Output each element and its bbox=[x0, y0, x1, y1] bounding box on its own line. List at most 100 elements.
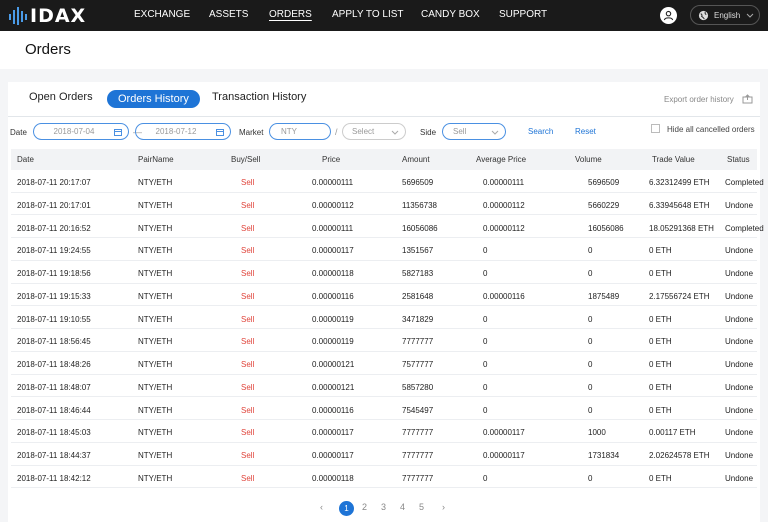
calendar-icon bbox=[216, 128, 224, 136]
side-label: Side bbox=[420, 128, 437, 137]
cell-date: 2018-07-11 18:44:37 bbox=[17, 451, 91, 460]
hide-cancelled-label: Hide all cancelled orders bbox=[667, 125, 755, 134]
cell-side: Sell bbox=[241, 337, 255, 347]
cell-trade-value: 0 ETH bbox=[649, 405, 672, 415]
cell-price: 0.00000111 bbox=[312, 178, 354, 187]
cell-date: 2018-07-11 19:24:55 bbox=[17, 246, 91, 256]
nav-candy-box[interactable]: CANDY BOX bbox=[421, 9, 480, 20]
side-select[interactable]: Sell bbox=[442, 123, 506, 140]
tab-transaction-history[interactable]: Transaction History bbox=[212, 91, 307, 103]
cell-amount: 5857280 bbox=[402, 382, 434, 392]
cell-volume: 5660229 bbox=[588, 200, 620, 210]
idax-logo[interactable]: IDAX bbox=[8, 5, 86, 27]
cell-amount: 7777777 bbox=[402, 428, 434, 438]
table-row: 2018-07-11 20:16:52 NTY/ETH Sell 0.00000111… bbox=[11, 216, 764, 239]
cell-side: Sell bbox=[241, 178, 255, 187]
table-row: 2018-07-11 18:46:44 NTY/ETH Sell 0.00000116… bbox=[11, 398, 757, 421]
market-base-input[interactable]: NTY bbox=[269, 123, 331, 140]
next-page-button[interactable]: › bbox=[442, 502, 445, 512]
cell-side: Sell bbox=[241, 223, 255, 233]
reset-button[interactable]: Reset bbox=[575, 127, 596, 136]
cell-pairname: NTY/ETH bbox=[138, 246, 173, 256]
cell-average-price: 0 bbox=[483, 473, 488, 483]
col-status: Status bbox=[727, 155, 750, 164]
nav-orders[interactable]: ORDERS bbox=[269, 9, 312, 20]
cell-average-price: 0.00000117 bbox=[483, 428, 525, 438]
tab-orders-history[interactable]: Orders History bbox=[107, 90, 200, 108]
cell-average-price: 0 bbox=[483, 269, 488, 278]
cell-pairname: NTY/ETH bbox=[138, 473, 173, 483]
date-from-input[interactable]: 2018-07-04 bbox=[33, 123, 129, 140]
cell-price: 0.00000119 bbox=[312, 314, 354, 324]
cell-price: 0.00000119 bbox=[312, 337, 354, 347]
cell-volume: 0 bbox=[588, 473, 593, 483]
cell-date: 2018-07-11 18:42:12 bbox=[17, 473, 91, 483]
col-date: Date bbox=[17, 155, 34, 164]
cell-amount: 3471829 bbox=[402, 314, 434, 324]
cell-average-price: 0 bbox=[483, 360, 488, 369]
cell-trade-value: 18.05291368 ETH bbox=[649, 223, 714, 233]
table-row: 2018-07-11 19:18:56 NTY/ETH Sell 0.00000118… bbox=[11, 261, 757, 284]
market-quote-select[interactable]: Select bbox=[342, 123, 406, 140]
market-quote-placeholder: Select bbox=[352, 127, 375, 136]
cell-date: 2018-07-11 20:17:07 bbox=[17, 178, 91, 187]
table-row: 2018-07-11 18:45:03 NTY/ETH Sell 0.00000117… bbox=[11, 420, 757, 443]
table-row: 2018-07-11 19:24:55 NTY/ETH Sell 0.00000117… bbox=[11, 238, 757, 261]
page-4-button[interactable]: 4 bbox=[400, 502, 406, 512]
cell-price: 0.00000121 bbox=[312, 360, 355, 369]
col-amount: Amount bbox=[402, 155, 430, 164]
prev-page-button[interactable]: ‹ bbox=[320, 502, 323, 512]
nav-exchange[interactable]: EXCHANGE bbox=[134, 9, 191, 20]
table-row: 2018-07-11 20:17:01 NTY/ETH Sell 0.00000112… bbox=[11, 193, 757, 216]
cell-price: 0.00000117 bbox=[312, 428, 354, 438]
cell-average-price: 0 bbox=[483, 246, 488, 256]
language-selector[interactable]: English bbox=[690, 5, 760, 25]
tab-open-orders[interactable]: Open Orders bbox=[29, 91, 93, 103]
cell-pairname: NTY/ETH bbox=[138, 337, 173, 347]
cell-price: 0.00000116 bbox=[312, 405, 354, 415]
cell-date: 2018-07-11 18:45:03 bbox=[17, 428, 91, 438]
page-3-button[interactable]: 3 bbox=[381, 502, 387, 512]
nav-assets[interactable]: ASSETS bbox=[209, 9, 249, 20]
logo-text: IDAX bbox=[30, 5, 87, 27]
hide-cancelled-checkbox[interactable] bbox=[651, 124, 660, 133]
cell-amount: 5827183 bbox=[402, 269, 434, 278]
side-placeholder: Sell bbox=[453, 127, 467, 136]
cell-average-price: 0.00000111 bbox=[483, 178, 525, 187]
col-buy-sell: Buy/Sell bbox=[231, 155, 261, 164]
page-2-button[interactable]: 2 bbox=[362, 502, 368, 512]
cell-side: Sell bbox=[241, 451, 255, 460]
page-1-button[interactable]: 1 bbox=[339, 501, 354, 516]
chevron-down-icon bbox=[746, 13, 754, 18]
cell-amount: 7777777 bbox=[402, 337, 434, 347]
export-order-history-button[interactable]: Export order history bbox=[664, 94, 753, 104]
cell-volume: 0 bbox=[588, 382, 593, 392]
cell-trade-value: 6.32312499 ETH bbox=[649, 178, 710, 187]
nav-support[interactable]: SUPPORT bbox=[499, 9, 548, 20]
page-5-button[interactable]: 5 bbox=[419, 502, 425, 512]
user-avatar-icon[interactable] bbox=[660, 7, 677, 24]
cell-pairname: NTY/ETH bbox=[138, 451, 173, 460]
market-base-placeholder: NTY bbox=[281, 127, 297, 136]
nav-apply-to-list[interactable]: APPLY TO LIST bbox=[332, 9, 404, 20]
cell-side: Sell bbox=[241, 405, 255, 415]
title-bar: Orders bbox=[0, 31, 768, 69]
table-row: 2018-07-11 19:15:33 NTY/ETH Sell 0.00000116… bbox=[11, 284, 757, 307]
cell-price: 0.00000118 bbox=[312, 269, 354, 278]
cell-trade-value: 0 ETH bbox=[649, 314, 672, 324]
cell-side: Sell bbox=[241, 291, 255, 301]
cell-volume: 1875489 bbox=[588, 291, 620, 301]
date-to-input[interactable]: 2018-07-12 bbox=[135, 123, 231, 140]
cell-amount: 7777777 bbox=[402, 451, 434, 460]
market-label: Market bbox=[239, 128, 264, 137]
search-button[interactable]: Search bbox=[528, 127, 554, 136]
cell-trade-value: 0 ETH bbox=[649, 473, 672, 483]
cell-status: Undone bbox=[725, 337, 754, 347]
page-title: Orders bbox=[25, 41, 71, 58]
cell-date: 2018-07-11 20:16:52 bbox=[17, 223, 91, 233]
table-row: 2018-07-11 18:42:12 NTY/ETH Sell 0.00000118… bbox=[11, 466, 757, 489]
chevron-down-icon bbox=[491, 130, 499, 135]
cell-amount: 11356738 bbox=[402, 200, 437, 210]
cell-amount: 5696509 bbox=[402, 178, 434, 187]
cell-status: Completed bbox=[725, 178, 764, 187]
